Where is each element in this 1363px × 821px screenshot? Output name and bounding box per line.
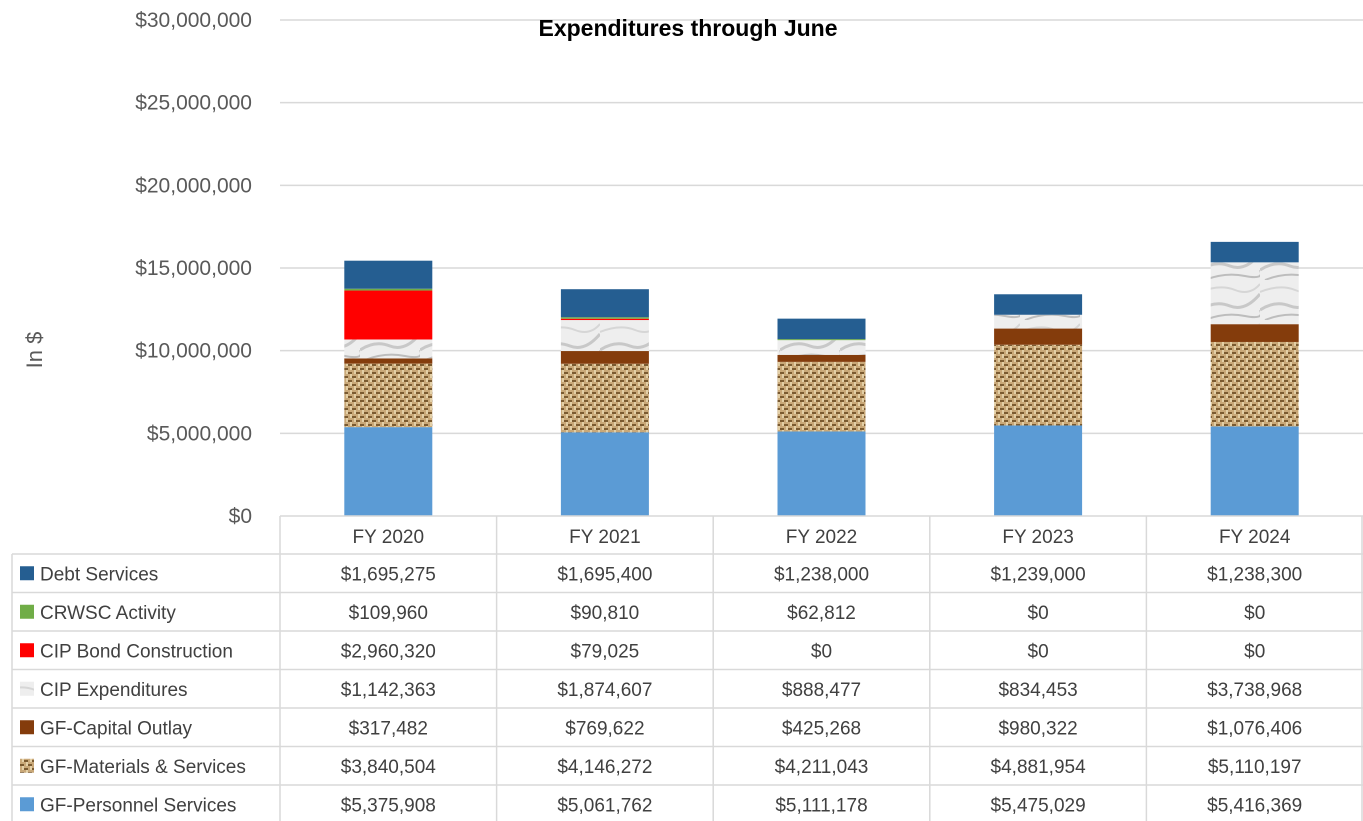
legend-label: CIP Expenditures <box>40 680 188 701</box>
table-value: $62,812 <box>787 603 856 624</box>
y-tick-label: $25,000,000 <box>135 92 252 115</box>
bar-segment <box>1210 324 1299 342</box>
x-category-label: FY 2022 <box>786 527 857 548</box>
bar-segment <box>777 431 866 516</box>
table-value: $3,738,968 <box>1207 680 1302 701</box>
bar-segment <box>344 363 433 428</box>
bar-segment <box>560 318 649 321</box>
table-value: $1,142,363 <box>341 680 436 701</box>
table-value: $425,268 <box>782 718 861 739</box>
legend-swatch <box>20 566 34 581</box>
table-value: $1,695,275 <box>341 564 436 585</box>
table-value: $79,025 <box>571 641 640 662</box>
table-value: $5,061,762 <box>557 795 652 816</box>
y-tick-label: $5,000,000 <box>147 422 252 445</box>
table-value: $5,111,178 <box>775 795 867 816</box>
legend-swatch <box>20 681 34 696</box>
table-value: $0 <box>1244 641 1265 662</box>
legend-label: Debt Services <box>40 564 158 585</box>
bar-segment <box>777 339 866 341</box>
legend-swatch <box>20 643 34 658</box>
bar-segment <box>344 427 433 516</box>
table-value: $2,960,320 <box>341 641 436 662</box>
y-tick-label: $20,000,000 <box>135 174 252 197</box>
bar-segment <box>1210 341 1299 427</box>
chart-title: Expenditures through June <box>538 15 837 41</box>
y-tick-label: $30,000,000 <box>135 9 252 32</box>
table-value: $3,840,504 <box>341 757 437 778</box>
table-value: $980,322 <box>998 718 1077 739</box>
legend-swatch <box>20 720 34 735</box>
bar-segment <box>994 314 1083 329</box>
bar-segment <box>777 318 866 340</box>
table-value: $769,622 <box>565 718 644 739</box>
table-value: $4,146,272 <box>557 757 652 778</box>
bar-segment <box>344 339 433 359</box>
x-category-label: FY 2023 <box>1002 527 1073 548</box>
bar-segment <box>344 260 433 289</box>
bar-segment <box>994 328 1083 345</box>
bar-segment <box>344 358 433 364</box>
bar-segment <box>560 432 649 516</box>
y-tick-label: $15,000,000 <box>135 257 252 280</box>
table-value: $90,810 <box>571 603 640 624</box>
table-value: $1,695,400 <box>557 564 652 585</box>
bar-segment <box>777 361 866 432</box>
y-axis-ticks: $0 $5,000,000 $10,000,000 $15,000,000 $20,00… <box>135 9 252 528</box>
table-value: $5,416,369 <box>1207 795 1302 816</box>
table-value: $1,874,607 <box>557 680 652 701</box>
y-tick-label: $10,000,000 <box>135 340 252 363</box>
bar-segment <box>994 294 1083 315</box>
table-value: $0 <box>1244 603 1265 624</box>
legend-label: CIP Bond Construction <box>40 641 233 662</box>
table-value: $317,482 <box>349 718 428 739</box>
bar-segment <box>560 351 649 364</box>
table-value: $4,881,954 <box>991 757 1087 778</box>
table-value: $4,211,043 <box>775 757 869 778</box>
legend-label: GF-Capital Outlay <box>40 718 193 739</box>
table-value: $109,960 <box>349 603 428 624</box>
table-value: $0 <box>811 641 832 662</box>
table-value: $888,477 <box>782 680 861 701</box>
gridlines <box>280 19 1363 435</box>
legend-swatch <box>20 797 34 812</box>
bar-segment <box>1210 241 1299 263</box>
table-value: $1,238,000 <box>774 564 869 585</box>
bar-segment <box>994 425 1083 516</box>
bar-segment <box>344 290 433 340</box>
table-value: $0 <box>1028 641 1049 662</box>
bar-segment <box>344 288 433 291</box>
bar-segment <box>777 354 866 362</box>
table-value: $5,375,908 <box>341 795 436 816</box>
data-table: FY 2020 FY 2021 FY 2022 FY 2023 FY 2024 Debt … <box>11 515 1363 821</box>
bar-segment <box>1210 262 1299 325</box>
bar-segment <box>994 344 1083 426</box>
bar-segment <box>777 340 866 355</box>
legend-label: GF-Personnel Services <box>40 795 236 816</box>
bars <box>344 241 1299 516</box>
legend-label: CRWSC Activity <box>40 603 176 624</box>
bar-segment <box>1210 426 1299 516</box>
table-value: $1,076,406 <box>1207 718 1302 739</box>
bar-segment <box>560 320 649 352</box>
table-value: $0 <box>1028 603 1049 624</box>
bar-segment <box>560 289 649 318</box>
table-value: $5,475,029 <box>991 795 1086 816</box>
x-category-label: FY 2024 <box>1219 527 1291 548</box>
table-value: $1,238,300 <box>1207 564 1302 585</box>
table-value: $5,110,197 <box>1208 757 1302 778</box>
legend-swatch <box>20 758 34 773</box>
legend-swatch <box>20 604 34 619</box>
table-value: $1,239,000 <box>991 564 1086 585</box>
bar-segment <box>560 363 649 433</box>
bar-segment <box>560 317 649 319</box>
x-category-label: FY 2020 <box>353 527 424 548</box>
x-category-label: FY 2021 <box>569 527 640 548</box>
y-tick-label: $0 <box>229 505 252 528</box>
legend-label: GF-Materials & Services <box>40 757 246 778</box>
y-axis-label: In $ <box>22 332 47 369</box>
table-value: $834,453 <box>998 680 1077 701</box>
